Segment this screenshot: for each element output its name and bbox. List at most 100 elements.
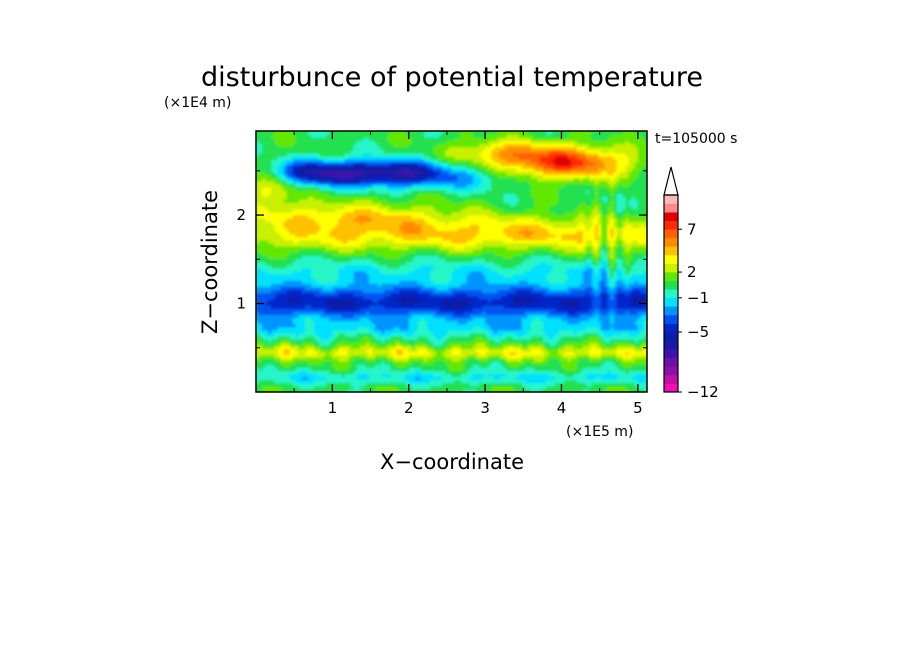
heatmap-cell	[485, 292, 489, 297]
heatmap-cell	[637, 332, 642, 337]
heatmap-cell	[356, 311, 361, 315]
heatmap-cell	[436, 277, 440, 281]
heatmap-cell	[567, 270, 572, 275]
heatmap-cell	[503, 376, 508, 381]
heatmap-cell	[491, 317, 495, 322]
heatmap-cell	[427, 298, 431, 303]
heatmap-cell	[381, 354, 385, 359]
heatmap-cell	[585, 336, 590, 340]
heatmap-cell	[549, 357, 553, 362]
heatmap-cell	[353, 382, 358, 387]
heatmap-cell	[448, 339, 453, 343]
heatmap-cell	[643, 373, 647, 378]
heatmap-cell	[576, 370, 581, 374]
heatmap-cell	[314, 273, 318, 278]
heatmap-cell	[622, 379, 627, 384]
heatmap-cell	[350, 382, 355, 387]
heatmap-cell	[283, 388, 288, 392]
heatmap-cell	[338, 295, 343, 300]
heatmap-cell	[280, 326, 285, 331]
heatmap-cell	[573, 376, 578, 381]
heatmap-cell	[604, 379, 608, 384]
heatmap-cell	[387, 286, 391, 291]
heatmap-cell	[469, 273, 474, 278]
heatmap-cell	[640, 289, 645, 294]
heatmap-cell	[378, 283, 382, 287]
heatmap-cell	[381, 364, 385, 368]
heatmap-cell	[543, 367, 547, 371]
heatmap-cell	[567, 354, 572, 359]
heatmap-cell	[564, 286, 569, 291]
heatmap-cell	[365, 339, 370, 343]
heatmap-cell	[543, 336, 547, 340]
heatmap-cell	[631, 354, 636, 359]
heatmap-cell	[268, 270, 272, 275]
heatmap-cell	[320, 336, 324, 340]
heatmap-cell	[451, 295, 456, 300]
heatmap-cell	[265, 388, 269, 392]
heatmap-cell	[402, 295, 407, 300]
heatmap-cell	[637, 295, 642, 300]
heatmap-cell	[598, 308, 602, 312]
heatmap-cell	[280, 273, 285, 278]
heatmap-cell	[616, 357, 621, 362]
heatmap-cell	[598, 345, 602, 350]
heatmap-cell	[265, 336, 269, 340]
heatmap-cell	[310, 326, 315, 331]
heatmap-cell	[530, 354, 535, 359]
heatmap-cell	[503, 348, 508, 353]
heatmap-cell	[585, 308, 590, 312]
heatmap-cell	[640, 332, 645, 337]
heatmap-cell	[631, 373, 636, 378]
heatmap-cell	[378, 345, 382, 350]
heatmap-cell	[335, 292, 340, 297]
heatmap-cell	[317, 351, 321, 356]
heatmap-cell	[512, 385, 517, 390]
heatmap-cell	[598, 364, 602, 368]
heatmap-cell	[295, 286, 300, 291]
heatmap-cell	[274, 311, 278, 315]
heatmap-cell	[604, 351, 608, 356]
heatmap-cell	[530, 311, 535, 315]
heatmap-cell	[478, 336, 483, 340]
heatmap-cell	[503, 280, 508, 284]
heatmap-cell	[613, 364, 618, 368]
heatmap-cell	[323, 295, 327, 300]
heatmap-cell	[414, 273, 419, 278]
heatmap-cell	[314, 382, 318, 387]
heatmap-cell	[439, 345, 443, 350]
heatmap-cell	[442, 385, 446, 390]
heatmap-cell	[399, 311, 404, 315]
heatmap-cell	[601, 329, 605, 334]
heatmap-cell	[310, 323, 315, 328]
heatmap-cell	[307, 298, 312, 303]
heatmap-cell	[326, 367, 330, 371]
heatmap-cell	[540, 348, 544, 353]
heatmap-cell	[268, 292, 272, 297]
heatmap-cell	[469, 270, 474, 275]
heatmap-cell	[329, 364, 333, 368]
heatmap-cell	[369, 329, 373, 334]
heatmap-cell	[592, 280, 596, 284]
heatmap-cell	[405, 382, 410, 387]
heatmap-cell	[567, 388, 572, 392]
heatmap-cell	[549, 360, 553, 365]
heatmap-cell	[442, 329, 446, 334]
heatmap-cell	[433, 376, 437, 381]
heatmap-cell	[457, 292, 462, 297]
heatmap-cell	[533, 308, 538, 312]
heatmap-cell	[588, 357, 593, 362]
heatmap-cell	[341, 295, 346, 300]
heatmap-cell	[475, 382, 480, 387]
heatmap-cell	[277, 370, 282, 374]
heatmap-cell	[369, 305, 373, 309]
heatmap-cell	[356, 295, 361, 300]
heatmap-cell	[540, 320, 544, 325]
heatmap-cell	[439, 339, 443, 343]
heatmap-cell	[436, 351, 440, 356]
heatmap-cell	[320, 286, 324, 291]
heatmap-cell	[576, 351, 581, 356]
heatmap-cell	[393, 370, 398, 374]
heatmap-cell	[564, 373, 569, 378]
heatmap-cell	[430, 323, 434, 328]
